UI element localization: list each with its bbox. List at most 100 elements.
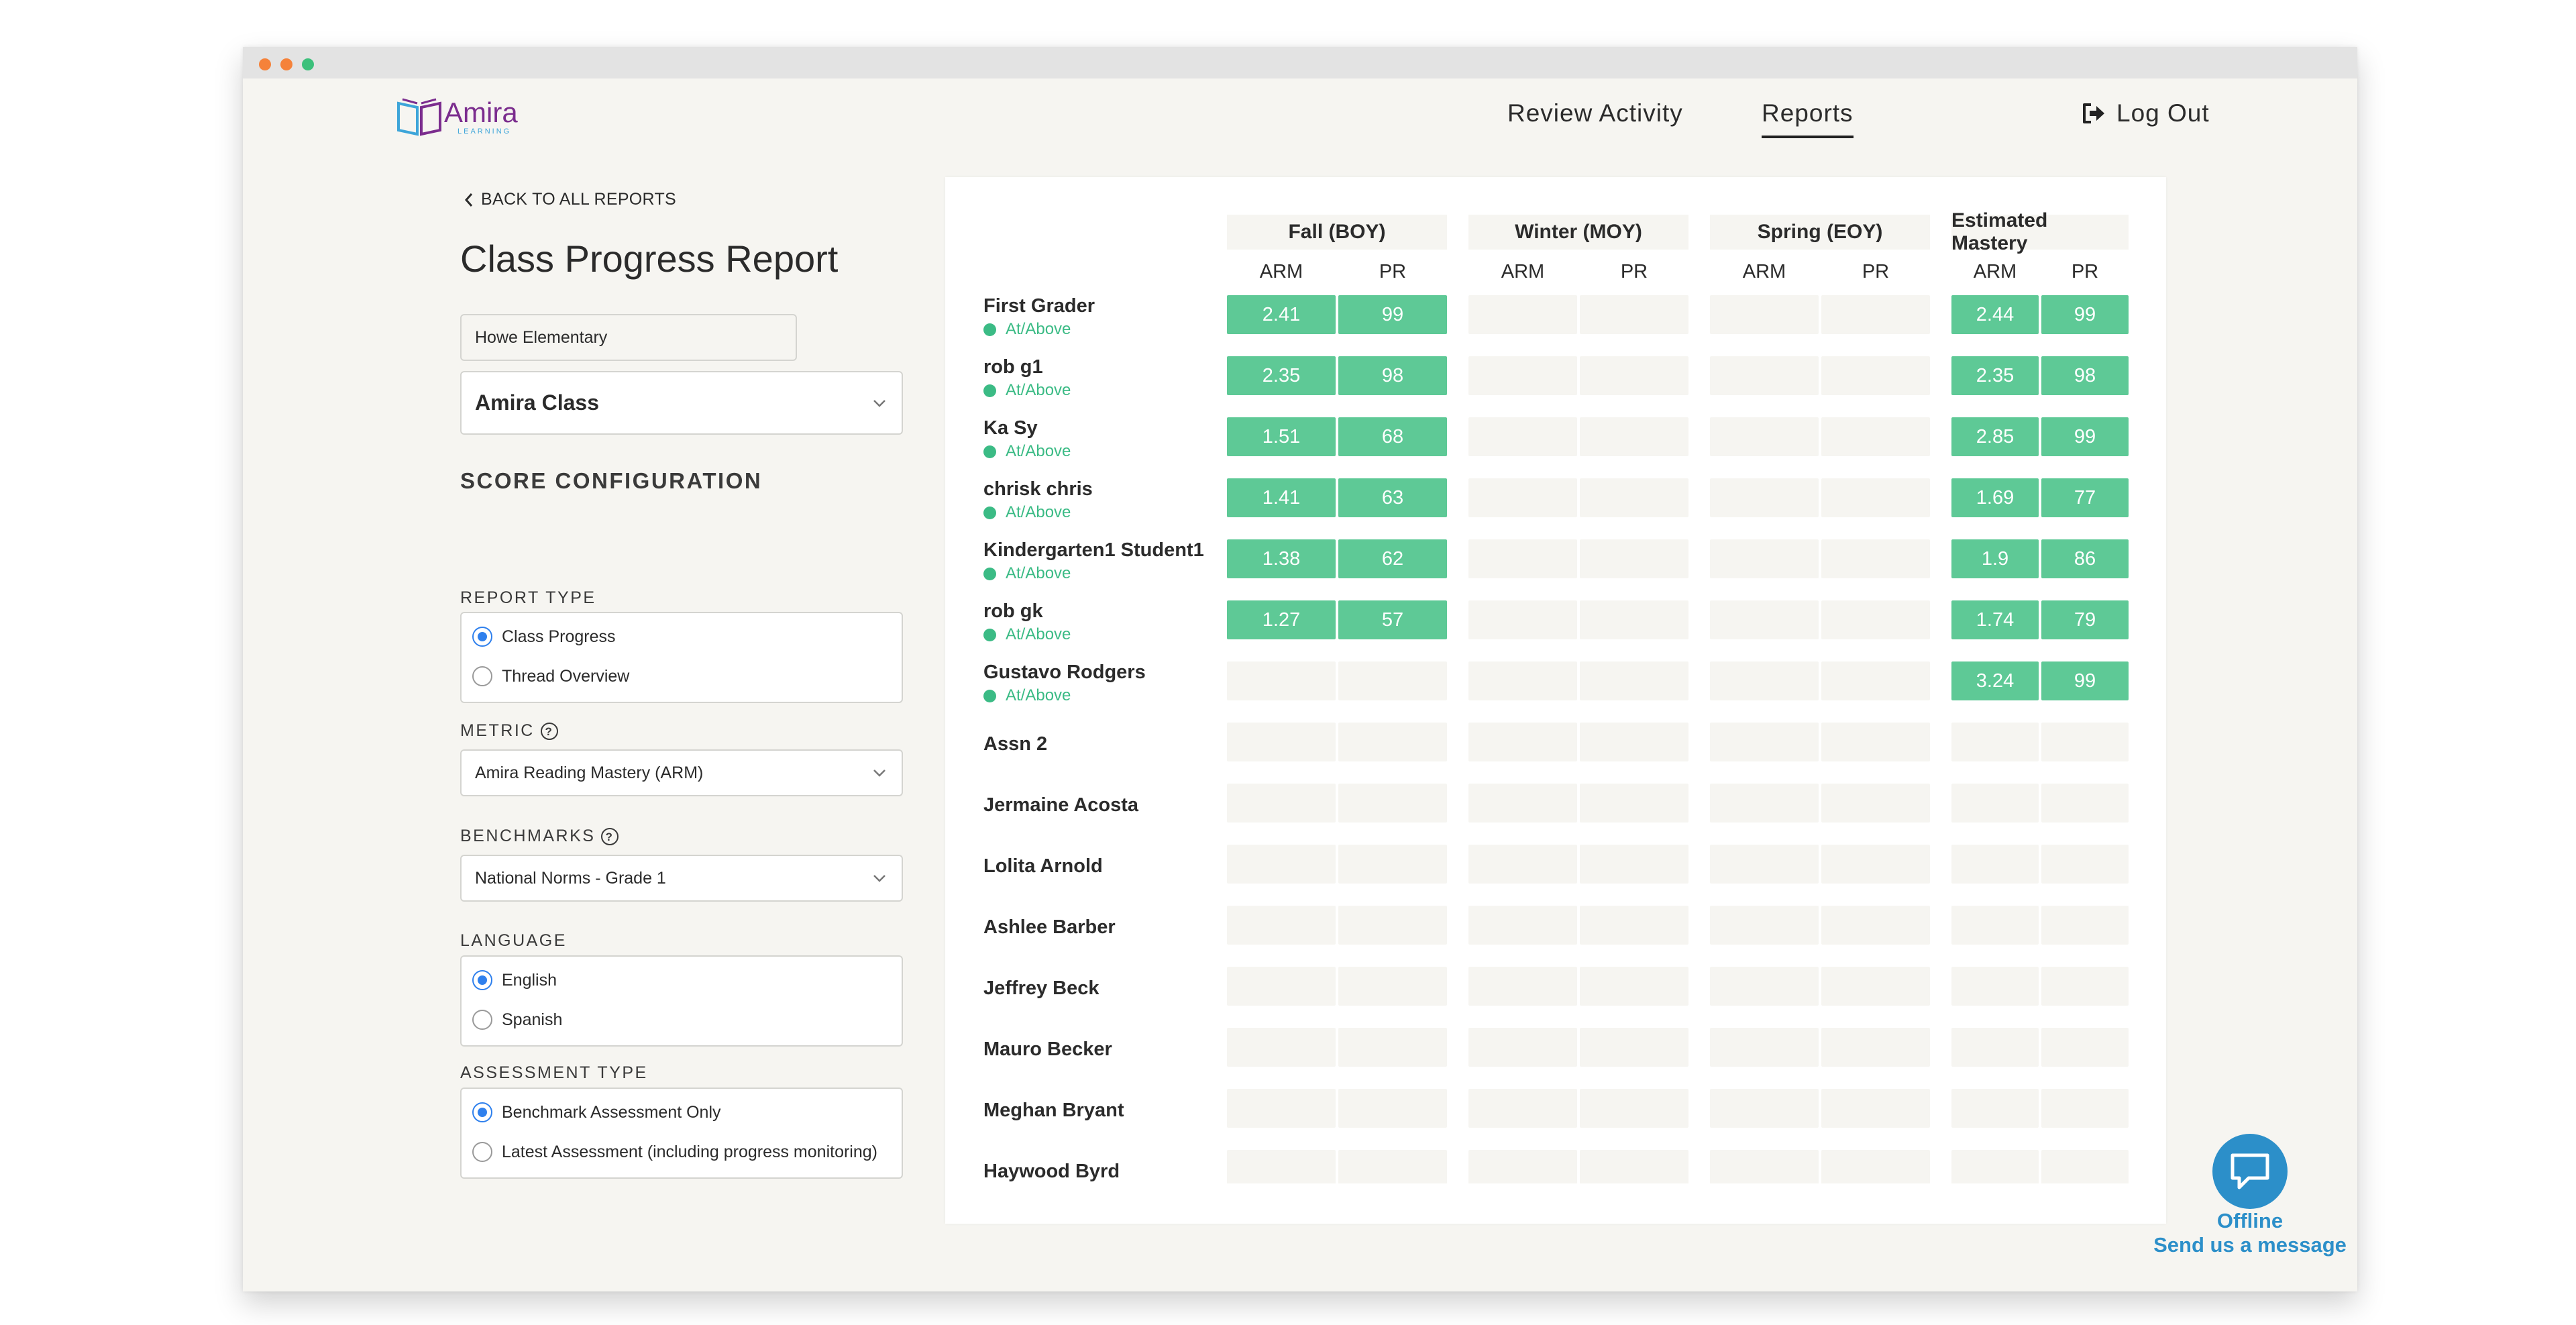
- logout-button[interactable]: Log Out: [2082, 99, 2210, 127]
- score-cell-eoy-arm: [1710, 906, 1819, 945]
- score-cell-boy-pr: [1338, 661, 1447, 700]
- column-header-pr: PR: [1620, 261, 1648, 282]
- score-cell-moy-pr: [1580, 1028, 1688, 1067]
- student-name[interactable]: Jeffrey Beck: [983, 977, 1099, 999]
- score-cell-boy-arm: [1227, 1150, 1336, 1189]
- score-cell-moy-arm: [1468, 661, 1577, 700]
- status-dot-icon: [983, 323, 996, 336]
- radio-latest-assessment[interactable]: Latest Assessment (including progress mo…: [472, 1142, 877, 1162]
- score-cell-eoy-pr: [1821, 661, 1930, 700]
- student-name[interactable]: chrisk chris: [983, 478, 1093, 500]
- student-name[interactable]: rob g1: [983, 356, 1043, 378]
- language-group: English Spanish: [460, 955, 903, 1047]
- report-type-label-text: REPORT TYPE: [460, 588, 596, 607]
- score-cell-eoy-arm: [1710, 295, 1819, 334]
- chevron-down-icon: [873, 399, 885, 407]
- back-to-reports-link[interactable]: BACK TO ALL REPORTS: [464, 190, 676, 209]
- score-cell-est-pr: [2041, 906, 2129, 945]
- column-header-pr: PR: [1862, 261, 1890, 282]
- status-badge: At/Above: [983, 503, 1071, 522]
- app-window: Amira LEARNING Review Activity Reports L…: [243, 47, 2357, 1291]
- score-cell-boy-pr: 62: [1338, 539, 1447, 578]
- student-name[interactable]: Haywood Byrd: [983, 1161, 1120, 1182]
- period-header-eoy: Spring (EOY): [1710, 215, 1930, 250]
- score-cell-moy-arm: [1468, 356, 1577, 395]
- radio-benchmark-only[interactable]: Benchmark Assessment Only: [472, 1102, 721, 1122]
- language-label-text: LANGUAGE: [460, 931, 567, 950]
- radio-label: Benchmark Assessment Only: [502, 1102, 721, 1122]
- score-cell-boy-pr: [1338, 1089, 1447, 1128]
- zoom-dot[interactable]: [302, 58, 314, 70]
- score-cell-boy-pr: [1338, 1028, 1447, 1067]
- radio-class-progress[interactable]: Class Progress: [472, 627, 616, 647]
- score-cell-eoy-pr: [1821, 845, 1930, 884]
- school-value: Howe Elementary: [475, 327, 608, 347]
- column-header-pr: PR: [1379, 261, 1407, 282]
- report-table-card[interactable]: Fall (BOY) Winter (MOY) Spring (EOY) Est…: [945, 177, 2166, 1224]
- score-cell-est-pr: [2041, 784, 2129, 823]
- score-cell-est-pr: 99: [2041, 295, 2129, 334]
- send-message-link[interactable]: Send us a message: [2153, 1233, 2347, 1257]
- score-cell-boy-pr: [1338, 906, 1447, 945]
- score-cell-boy-arm: 2.41: [1227, 295, 1336, 334]
- chevron-left-icon: [464, 193, 473, 207]
- score-cell-moy-arm: [1468, 478, 1577, 517]
- status-badge: At/Above: [983, 564, 1071, 583]
- minimize-dot[interactable]: [280, 58, 292, 70]
- score-cell-eoy-pr: [1821, 723, 1930, 761]
- score-cell-eoy-arm: [1710, 1028, 1819, 1067]
- score-cell-moy-pr: [1580, 845, 1688, 884]
- student-name[interactable]: Mauro Becker: [983, 1039, 1112, 1060]
- nav-reports[interactable]: Reports: [1762, 99, 1854, 138]
- help-icon[interactable]: ?: [600, 827, 619, 846]
- student-name[interactable]: rob gk: [983, 600, 1043, 622]
- student-name[interactable]: Ashlee Barber: [983, 916, 1116, 938]
- status-text: At/Above: [1006, 442, 1071, 460]
- student-name[interactable]: Assn 2: [983, 733, 1048, 755]
- class-select[interactable]: Amira Class: [460, 371, 903, 435]
- score-cell-eoy-arm: [1710, 723, 1819, 761]
- close-dot[interactable]: [259, 58, 271, 70]
- benchmarks-select[interactable]: National Norms - Grade 1: [460, 855, 903, 902]
- radio-english[interactable]: English: [472, 970, 557, 990]
- benchmarks-value: National Norms - Grade 1: [475, 868, 666, 888]
- status-text: At/Above: [1006, 381, 1071, 399]
- student-name[interactable]: Ka Sy: [983, 417, 1038, 439]
- amira-logo[interactable]: Amira LEARNING: [396, 94, 530, 141]
- score-cell-est-pr: [2041, 967, 2129, 1006]
- student-name[interactable]: Kindergarten1 Student1: [983, 539, 1204, 561]
- status-dot-icon: [983, 384, 996, 397]
- score-config-heading: SCORE CONFIGURATION: [460, 468, 763, 493]
- nav-review-activity[interactable]: Review Activity: [1507, 99, 1683, 127]
- score-cell-eoy-arm: [1710, 1150, 1819, 1189]
- score-cell-moy-arm: [1468, 1028, 1577, 1067]
- status-dot-icon: [983, 567, 996, 580]
- student-name[interactable]: First Grader: [983, 295, 1095, 317]
- help-icon[interactable]: ?: [540, 722, 559, 741]
- student-name[interactable]: Gustavo Rodgers: [983, 661, 1146, 683]
- student-name[interactable]: Meghan Bryant: [983, 1100, 1124, 1121]
- score-cell-moy-arm: [1468, 967, 1577, 1006]
- active-tab-underline: [1762, 136, 1854, 138]
- radio-spanish[interactable]: Spanish: [472, 1010, 562, 1030]
- score-cell-eoy-pr: [1821, 417, 1930, 456]
- score-cell-est-pr: 99: [2041, 661, 2129, 700]
- metric-select[interactable]: Amira Reading Mastery (ARM): [460, 749, 903, 796]
- score-cell-est-pr: 86: [2041, 539, 2129, 578]
- student-name[interactable]: Lolita Arnold: [983, 855, 1103, 877]
- score-cell-eoy-pr: [1821, 906, 1930, 945]
- score-cell-moy-pr: [1580, 539, 1688, 578]
- status-text: At/Above: [1006, 503, 1071, 521]
- score-cell-est-pr: [2041, 1150, 2129, 1189]
- chat-button[interactable]: [2212, 1134, 2288, 1209]
- student-name[interactable]: Jermaine Acosta: [983, 794, 1139, 816]
- score-cell-moy-pr: [1580, 661, 1688, 700]
- radio-thread-overview[interactable]: Thread Overview: [472, 666, 629, 686]
- school-field[interactable]: Howe Elementary: [460, 314, 797, 361]
- score-cell-est-arm: [1951, 845, 2039, 884]
- score-cell-est-pr: 77: [2041, 478, 2129, 517]
- score-cell-boy-arm: 1.51: [1227, 417, 1336, 456]
- score-cell-boy-pr: [1338, 1150, 1447, 1189]
- svg-text:?: ?: [545, 725, 553, 738]
- radio-selected-icon: [472, 1102, 492, 1122]
